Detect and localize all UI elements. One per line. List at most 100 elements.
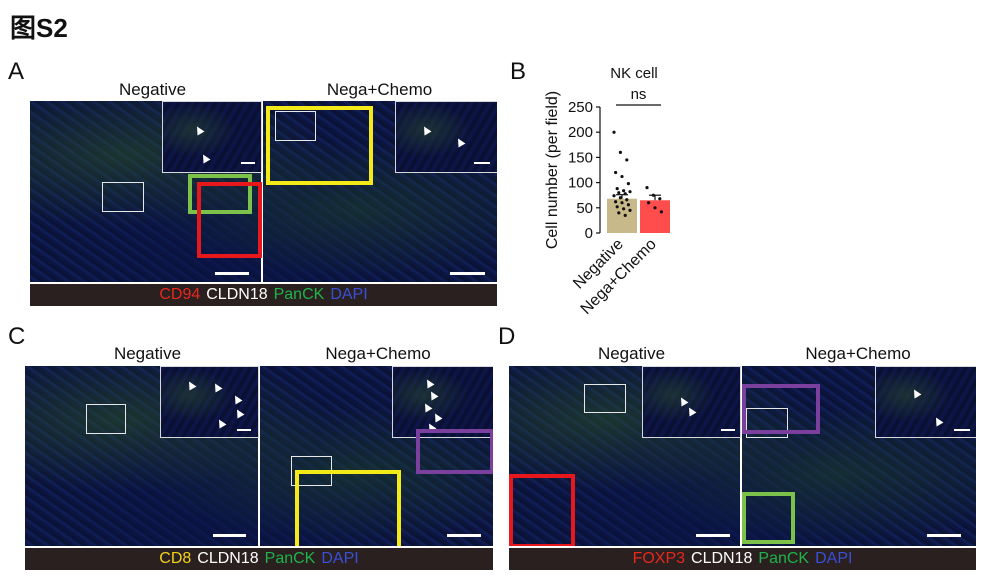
panel-a-left-title: Negative [118, 80, 187, 99]
data-point [622, 189, 626, 193]
arrowhead-icon [932, 415, 944, 427]
y-tick-label: 100 [568, 175, 593, 192]
scale-bar [237, 429, 251, 431]
legend-marker-2: CLDN18 [691, 550, 753, 567]
scale-bar [927, 534, 961, 537]
data-point [618, 196, 622, 200]
panel-c-micrograph [25, 366, 493, 546]
panel-a-region-box [275, 111, 316, 141]
panel-label-d: D [498, 323, 516, 350]
panel-d-right-title: Nega+Chemo [805, 344, 911, 363]
legend-marker-1: FOXP3 [632, 550, 686, 567]
panel-d-region-box [746, 408, 788, 438]
legend-marker-2: CLDN18 [206, 286, 268, 303]
arrowhead-icon [431, 411, 443, 423]
legend-marker-2: CLDN18 [197, 550, 259, 567]
y-tick-label: 250 [568, 99, 593, 116]
data-point [626, 203, 630, 207]
purple-highlight-box [742, 384, 820, 434]
arrowhead-icon [185, 379, 197, 391]
chart-y-axis-label: Cell number (per field) [544, 91, 561, 249]
figure-title: 图S2 [10, 13, 68, 43]
arrowhead-icon [193, 124, 205, 136]
data-point [623, 213, 627, 217]
panel-a-divider [261, 101, 263, 282]
bar-nega-chemo [640, 200, 670, 233]
y-tick-label: 50 [576, 200, 593, 217]
scale-bar [721, 429, 735, 431]
arrowhead-icon [421, 401, 433, 413]
chart-bars [607, 194, 670, 233]
panel-a-inset-right [395, 101, 497, 173]
data-point [659, 210, 663, 214]
scale-bar [241, 162, 255, 164]
data-point [620, 201, 624, 205]
arrowhead-icon [685, 405, 697, 417]
panel-a-micrograph [30, 101, 497, 282]
scale-bar [213, 534, 246, 537]
data-point [623, 192, 627, 196]
scale-bar [954, 429, 970, 431]
arrowhead-icon [423, 377, 435, 389]
data-point [614, 170, 618, 175]
y-tick-label: 0 [585, 225, 593, 242]
arrowhead-icon [910, 387, 922, 399]
arrowhead-icon [677, 395, 689, 407]
panel-d-micrograph [509, 366, 976, 546]
nk-cell-bar-chart: NK cell Cell number (per field) 0 50 100 15… [544, 65, 670, 318]
scale-bar [474, 162, 490, 164]
red-highlight-box [509, 474, 575, 546]
panel-a-right-title: Nega+Chemo [326, 80, 433, 99]
significance-annotation: ns [616, 86, 661, 106]
red-highlight-box [197, 182, 262, 258]
panel-d-region-box [584, 384, 626, 413]
scale-bar [215, 272, 249, 275]
legend-marker-3: PanCK [264, 550, 316, 567]
data-point [622, 207, 626, 211]
arrowhead-icon [211, 381, 223, 393]
panel-a-region-box [102, 182, 144, 212]
panel-label-b: B [510, 58, 527, 85]
legend-marker-4: DAPI [330, 286, 368, 303]
green-highlight-box [188, 174, 252, 214]
scale-bar [696, 534, 730, 537]
panel-c-divider [258, 366, 260, 546]
data-point [625, 198, 629, 202]
legend-marker-3: PanCK [758, 550, 810, 567]
data-point [612, 194, 616, 198]
arrowhead-icon [233, 407, 245, 419]
y-tick-label: 200 [568, 124, 593, 141]
data-point [615, 187, 619, 191]
arrowhead-icon [199, 152, 211, 164]
legend-marker-4: DAPI [321, 550, 359, 567]
panel-d-stain-legend: FOXP3 CLDN18 PanCK DAPI [509, 548, 976, 570]
panel-label-a: A [8, 58, 25, 85]
data-point [618, 150, 622, 154]
chart-title: NK cell [610, 65, 658, 82]
panel-c-stain-legend: CD8 CLDN18 PanCK DAPI [25, 548, 493, 570]
panel-c-right-title: Nega+Chemo [325, 344, 431, 363]
yellow-highlight-box [295, 470, 401, 546]
legend-marker-3: PanCK [273, 286, 325, 303]
arrowhead-icon [420, 124, 432, 136]
arrowhead-icon [454, 136, 466, 148]
data-point [651, 193, 655, 197]
y-tick-label: 150 [568, 149, 593, 166]
panel-a-inset-left [162, 101, 262, 173]
legend-marker-4: DAPI [815, 550, 853, 567]
data-point [617, 211, 621, 215]
significance-label: ns [631, 86, 647, 103]
arrowhead-icon [215, 417, 227, 429]
chart-points [612, 130, 663, 217]
data-point [617, 191, 621, 195]
data-point [620, 174, 624, 179]
data-point [645, 186, 649, 190]
data-point [628, 190, 632, 194]
panel-label-c: C [8, 323, 26, 350]
data-point [658, 197, 662, 201]
panel-d-divider [740, 366, 742, 546]
data-point [612, 130, 616, 134]
panel-d-inset-right [875, 366, 976, 438]
data-point [626, 182, 630, 186]
scale-bar [450, 272, 485, 275]
